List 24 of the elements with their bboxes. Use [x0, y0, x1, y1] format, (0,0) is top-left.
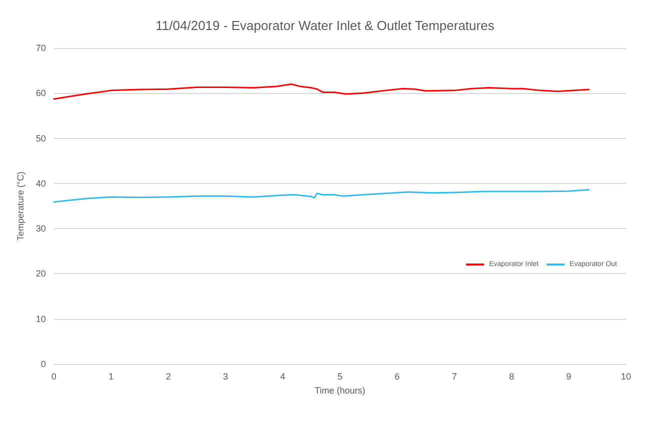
- y-axis-title: Temperature (°C): [16, 171, 26, 241]
- line-series: [53, 189, 590, 203]
- x-tick-label: 6: [394, 372, 400, 382]
- x-tick-label: 4: [280, 372, 286, 382]
- y-tick-label: 30: [36, 224, 46, 234]
- x-tick-label: 0: [51, 372, 56, 382]
- x-tick-label: 2: [166, 372, 171, 382]
- y-tick-label: 20: [36, 268, 46, 279]
- y-tick-label: 60: [36, 88, 46, 98]
- x-tick-label: 1: [108, 372, 114, 382]
- line-series: [53, 83, 590, 100]
- y-tick-label: 10: [36, 314, 46, 324]
- x-tick-label: 10: [620, 372, 632, 382]
- chart-title: 11/04/2019 - Evaporator Water Inlet & Outlet Temperatures: [156, 18, 495, 33]
- x-axis-title: Time (hours): [314, 385, 366, 396]
- x-tick-label: 7: [452, 372, 457, 382]
- y-tick-label: 0: [40, 359, 46, 369]
- y-tick-label: 70: [36, 43, 46, 53]
- x-tick-label: 9: [566, 372, 572, 382]
- x-tick-label: 8: [509, 372, 514, 382]
- y-tick-label: 50: [36, 133, 46, 144]
- x-tick-label: 3: [223, 372, 228, 382]
- x-tick-label: 5: [337, 372, 342, 382]
- y-tick-label: 40: [36, 178, 46, 188]
